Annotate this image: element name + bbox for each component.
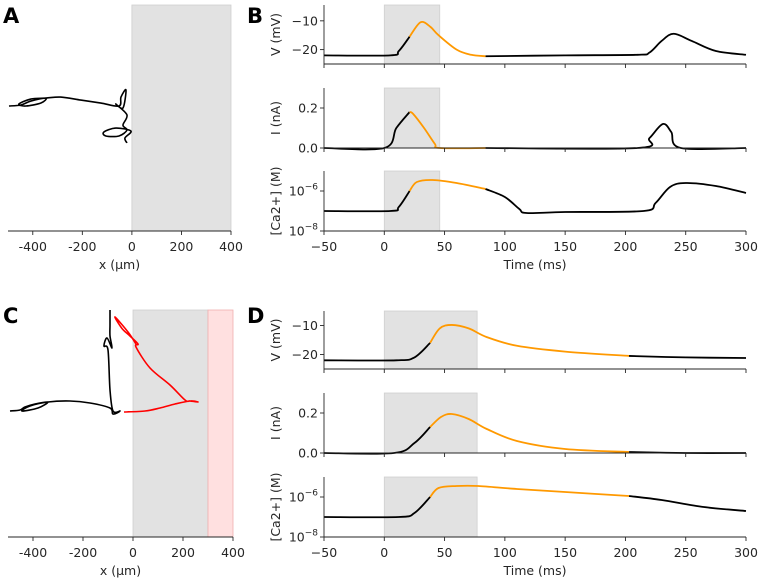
- x-tick-label: -400: [19, 239, 47, 254]
- stimulus-region: [383, 170, 441, 232]
- panel-letter: C: [3, 304, 18, 328]
- x-axis-label: Time (ms): [502, 257, 566, 272]
- x-tick-label: −50: [311, 545, 337, 560]
- tick-base: 10: [289, 490, 305, 505]
- panel-d: −10 −20 V (mV) 0.2 0.0 I (nA) −50 0 50 100 150 200 2…: [268, 310, 758, 578]
- x-tick-label: 200: [170, 239, 194, 254]
- stimulus-region: [383, 476, 478, 538]
- x-tick-label: 250: [674, 239, 698, 254]
- x-tick-label: 0: [380, 545, 388, 560]
- trace-after: [485, 32, 747, 58]
- y-tick-label: −20: [292, 42, 318, 57]
- trace-before: [323, 190, 411, 213]
- x-tick-label: 50: [437, 545, 453, 560]
- y-tick-label: −20: [292, 347, 318, 362]
- panel-b: −10 −20 V (mV) 0.2 0.0 I (nA) −50 0 50 100 150 200 2…: [268, 4, 758, 272]
- trajectory-before: [9, 310, 121, 415]
- trajectory: [8, 88, 132, 144]
- repellent-region: [207, 309, 234, 538]
- trace-before: [323, 111, 411, 151]
- x-axis-label: Time (ms): [502, 563, 566, 578]
- x-tick-label: 400: [221, 545, 245, 560]
- x-tick-label: 0: [380, 239, 388, 254]
- subplot-current: 0.2 0.0 I (nA): [268, 87, 747, 156]
- panel-letter: D: [247, 304, 264, 328]
- x-tick-label: 300: [734, 239, 758, 254]
- tick-base: 10: [289, 530, 305, 545]
- tick-exponent: −8: [305, 223, 319, 233]
- y-axis-label: V (mV): [268, 318, 283, 361]
- x-tick-label: -400: [19, 545, 47, 560]
- tick-base: 10: [289, 224, 305, 239]
- stimulus-region: [131, 4, 232, 232]
- trace-after: [629, 355, 747, 359]
- x-tick-label: 200: [171, 545, 195, 560]
- y-tick-label: 0.0: [298, 141, 318, 156]
- tick-exponent: −8: [305, 529, 319, 539]
- panel-c: -400 -200 0 200 400 x (µm): [8, 309, 245, 578]
- panel-letter: B: [247, 4, 263, 28]
- x-tick-label: 150: [553, 239, 577, 254]
- trace-after: [485, 182, 747, 215]
- trace-after: [628, 495, 747, 512]
- trace-highlight: [429, 484, 630, 498]
- x-tick-label: 100: [493, 545, 517, 560]
- y-axis-label: I (nA): [268, 101, 283, 135]
- trace-before: [323, 342, 431, 362]
- subplot-voltage: −10 −20 V (mV): [268, 310, 747, 373]
- panel-letter: A: [3, 4, 20, 28]
- subplot-voltage: −10 −20 V (mV): [268, 4, 747, 68]
- x-axis-label: x (µm): [100, 563, 141, 578]
- x-tick-label: 50: [437, 239, 453, 254]
- x-tick-label: 100: [493, 239, 517, 254]
- x-tick-label: -200: [68, 239, 96, 254]
- x-tick-label: 0: [129, 545, 137, 560]
- y-tick-label: 10−6: [289, 489, 318, 505]
- x-tick-label: 300: [734, 545, 758, 560]
- trace-before: [323, 426, 431, 455]
- subplot-current: 0.2 0.0 I (nA): [268, 392, 747, 461]
- y-axis-label: V (mV): [268, 13, 283, 56]
- y-tick-label: 0.2: [298, 406, 318, 421]
- y-tick-label: 10−8: [289, 223, 318, 239]
- trace-highlight: [408, 20, 486, 58]
- tick-base: 10: [289, 184, 305, 199]
- y-axis-label: [Ca2+] (M): [268, 472, 283, 541]
- y-tick-label: 10−6: [289, 183, 318, 199]
- trace-highlight: [429, 324, 630, 357]
- trace-before: [323, 496, 431, 519]
- x-tick-label: -200: [69, 545, 97, 560]
- panel-a: -400 -200 0 200 400 x (µm): [8, 4, 243, 272]
- x-tick-label: 150: [553, 545, 577, 560]
- tick-exponent: −6: [305, 489, 319, 499]
- y-tick-label: −10: [292, 318, 318, 333]
- x-tick-label: 400: [219, 239, 243, 254]
- x-axis-label: x (µm): [99, 257, 140, 272]
- y-tick-label: 0.2: [298, 101, 318, 116]
- y-tick-label: 10−8: [289, 529, 318, 545]
- x-tick-label: 200: [613, 545, 637, 560]
- trace-highlight: [408, 179, 486, 192]
- stimulus-region: [132, 309, 209, 538]
- trace-after: [485, 122, 747, 151]
- trace-highlight: [429, 413, 630, 453]
- y-tick-label: 0.0: [298, 446, 318, 461]
- y-axis-label: I (nA): [268, 406, 283, 440]
- x-tick-label: 200: [613, 239, 637, 254]
- trace-before: [323, 36, 411, 57]
- x-tick-label: 250: [674, 545, 698, 560]
- y-axis-label: [Ca2+] (M): [268, 166, 283, 235]
- x-tick-label: 0: [128, 239, 136, 254]
- tick-exponent: −6: [305, 183, 319, 193]
- stimulus-region: [383, 392, 478, 454]
- panel-letters: A B C D: [3, 4, 264, 328]
- y-tick-label: −10: [292, 13, 318, 28]
- trajectory-after: [114, 316, 199, 413]
- x-tick-label: −50: [311, 239, 337, 254]
